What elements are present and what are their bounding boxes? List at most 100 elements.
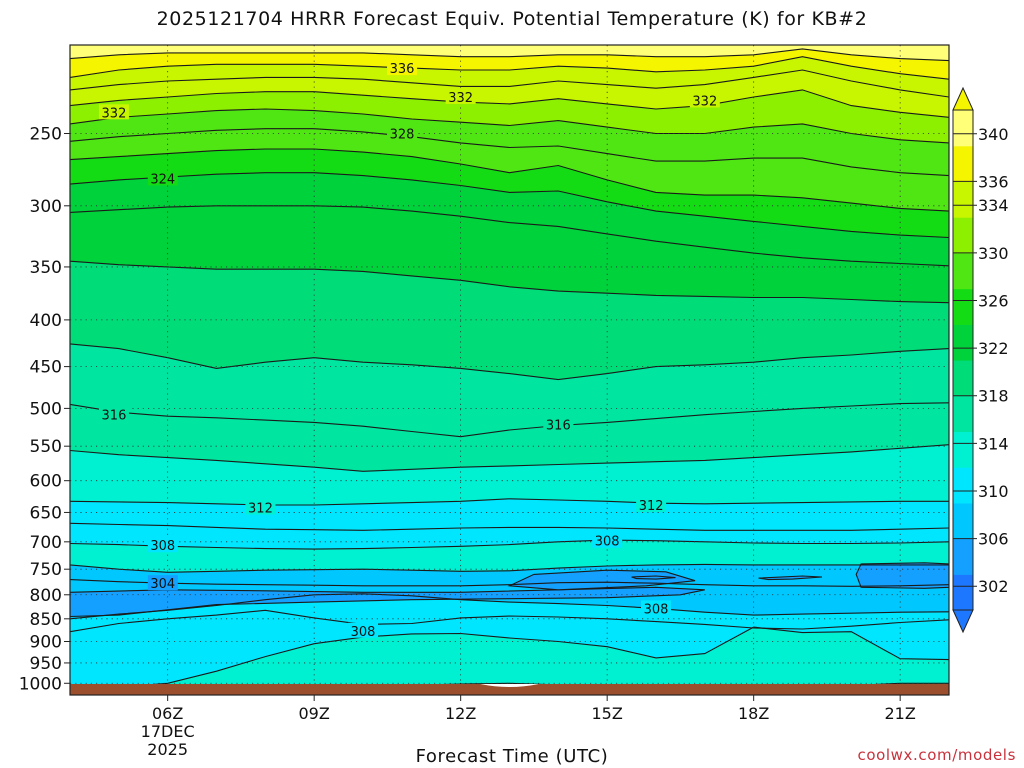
y-tick-label-850: 850 bbox=[30, 610, 62, 630]
colorbar-label-306: 306 bbox=[978, 530, 1009, 549]
contour-label-8: 312 bbox=[248, 502, 273, 517]
colorbar-cell bbox=[953, 336, 973, 349]
contour-label-5: 324 bbox=[150, 172, 175, 187]
contour-line-320-9 bbox=[70, 260, 949, 304]
x-tick-label-06Z: 06Z bbox=[152, 704, 183, 723]
contour-label-6: 316 bbox=[102, 409, 127, 424]
colorbar-cell bbox=[953, 193, 973, 206]
contour-label-11: 308 bbox=[595, 535, 620, 550]
contour-label-bg-2 bbox=[689, 92, 720, 108]
contour-line-310-18 bbox=[70, 593, 949, 620]
contour-label-14: 308 bbox=[351, 625, 376, 640]
colorbar-cell bbox=[953, 300, 973, 313]
colorbar-label-314: 314 bbox=[978, 434, 1009, 453]
y-tick-label-300: 300 bbox=[30, 197, 62, 217]
y-tick-label-800: 800 bbox=[30, 586, 62, 606]
colorbar-cell bbox=[953, 383, 973, 397]
y-tick-label-450: 450 bbox=[30, 358, 62, 378]
colorbar-cell bbox=[953, 538, 973, 552]
contour-label-bg-6 bbox=[98, 406, 129, 422]
ground-strip bbox=[70, 684, 949, 695]
contour-label-10: 308 bbox=[150, 539, 175, 554]
colorbar-label-334: 334 bbox=[978, 196, 1009, 215]
contour-label-4: 328 bbox=[390, 127, 415, 142]
colorbar-cell bbox=[953, 562, 973, 575]
colorbar-cell bbox=[953, 205, 973, 218]
colorbar-cell bbox=[953, 455, 973, 468]
colorbar-label-310: 310 bbox=[978, 482, 1009, 501]
source-credit: coolwx.com/models bbox=[857, 746, 1016, 764]
contour-line-318-10 bbox=[70, 343, 949, 381]
y-tick-label-350: 350 bbox=[30, 258, 62, 278]
closed-contour-4 bbox=[855, 562, 949, 589]
colorbar-arrow-bottom bbox=[952, 609, 974, 634]
colorbar-cell bbox=[953, 324, 973, 337]
x-tick-label-12Z: 12Z bbox=[445, 704, 476, 723]
colorbar-cell bbox=[953, 395, 973, 409]
colorbar-label-336: 336 bbox=[978, 172, 1009, 191]
colorbar-cell bbox=[953, 181, 973, 194]
colorbar-cell bbox=[953, 348, 973, 361]
colorbar-cell bbox=[953, 264, 973, 278]
x-tick-label-15Z: 15Z bbox=[592, 704, 623, 723]
contour-line-330-4 bbox=[70, 108, 949, 144]
colorbar-cell bbox=[953, 121, 973, 135]
contour-line-336-1 bbox=[70, 56, 949, 80]
contour-line-338-0 bbox=[70, 48, 949, 62]
contour-line-326-6 bbox=[70, 148, 949, 212]
colorbar-cell bbox=[953, 419, 973, 433]
colorbar-cell bbox=[953, 490, 973, 504]
contour-line-332-3 bbox=[70, 89, 949, 118]
contour-label-bg-13 bbox=[641, 600, 671, 616]
colorbar-cell bbox=[953, 229, 973, 242]
colorbar: 340 336 334 330 326 322 318 314 310 306 302 bbox=[952, 86, 1009, 634]
colorbar-label-302: 302 bbox=[978, 577, 1009, 596]
colorbar-cell bbox=[953, 288, 973, 302]
contour-label-3: 332 bbox=[102, 106, 127, 121]
colorbar-cell bbox=[953, 169, 973, 183]
colorbar-label-330: 330 bbox=[978, 244, 1009, 263]
colorbar-cell bbox=[953, 240, 973, 254]
ground-notch bbox=[480, 684, 539, 687]
colorbar-cell bbox=[953, 550, 973, 563]
y-tick-label-950: 950 bbox=[30, 654, 62, 674]
closed-contour-3 bbox=[758, 575, 823, 581]
colorbar-cell bbox=[953, 371, 973, 385]
contour-label-bg-11 bbox=[592, 532, 623, 548]
colorbar-cell bbox=[953, 574, 973, 587]
y-tick-label-500: 500 bbox=[30, 399, 62, 419]
colorbar-cell bbox=[953, 586, 973, 599]
contour-label-0: 336 bbox=[390, 62, 415, 77]
colorbar-label-326: 326 bbox=[978, 291, 1009, 310]
contour-line-334-2 bbox=[70, 69, 949, 98]
colorbar-cell bbox=[953, 502, 973, 516]
colorbar-cell bbox=[953, 133, 973, 147]
x-tick-label-09Z: 09Z bbox=[299, 704, 330, 723]
colorbar-cell bbox=[953, 360, 973, 373]
colorbar-cell bbox=[953, 157, 973, 171]
colorbar-frame bbox=[952, 109, 974, 611]
contour-label-12: 304 bbox=[150, 577, 175, 592]
contour-label-bg-3 bbox=[98, 104, 129, 120]
y-tick-label-750: 750 bbox=[30, 560, 62, 580]
colorbar-cell bbox=[953, 145, 973, 159]
y-tick-label-650: 650 bbox=[30, 503, 62, 523]
y-tick-label-250: 250 bbox=[30, 124, 62, 144]
contour-label-bg-12 bbox=[147, 575, 178, 591]
contour-line-314-12 bbox=[70, 444, 949, 472]
contour-line-312-20 bbox=[70, 626, 949, 689]
x-tick-label-21Z: 21Z bbox=[885, 704, 916, 723]
x-axis-title: Forecast Time (UTC) bbox=[415, 746, 609, 767]
band-low-311 bbox=[70, 610, 949, 688]
colorbar-cell bbox=[953, 431, 973, 444]
contour-label-bg-4 bbox=[387, 125, 418, 141]
colorbar-label-340: 340 bbox=[978, 125, 1009, 144]
contour-line-324-7 bbox=[70, 172, 949, 239]
contour-line-308-15 bbox=[70, 539, 949, 550]
contour-label-bg-7 bbox=[543, 416, 574, 432]
colorbar-cell bbox=[953, 514, 973, 528]
y-tick-label-700: 700 bbox=[30, 533, 62, 553]
plot-frame bbox=[69, 44, 950, 696]
band-338 bbox=[70, 45, 949, 61]
